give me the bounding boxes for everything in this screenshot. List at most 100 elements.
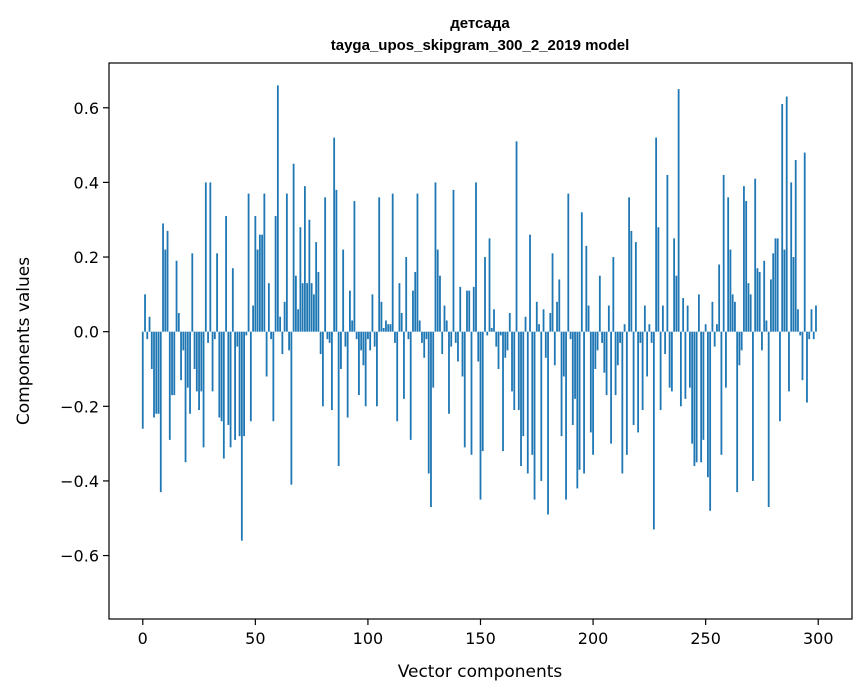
bar-238 (677, 89, 680, 332)
bar-285 (783, 249, 786, 332)
bar-187 (562, 331, 565, 377)
bar-series (141, 85, 817, 541)
bar-222 (641, 331, 644, 411)
bar-85 (333, 137, 336, 332)
x-tick-label-50: 50 (245, 629, 265, 648)
y-tick-label-0: −0.6 (60, 547, 99, 566)
bar-183 (553, 331, 556, 366)
bar-296 (808, 331, 811, 340)
y-axis-ticks: −0.6 −0.4 −0.2 0.0 0.2 0.4 0.6 (60, 99, 109, 566)
bar-283 (779, 331, 781, 422)
bar-231 (661, 305, 664, 332)
bar-9 (162, 223, 164, 332)
bar-63 (283, 301, 286, 332)
bar-106 (380, 301, 383, 332)
bar-210 (614, 331, 617, 396)
bar-104 (376, 331, 378, 407)
bar-43 (238, 331, 241, 437)
bar-144 (466, 290, 468, 332)
bar-175 (535, 301, 538, 332)
bar-86 (335, 189, 338, 332)
bar-96 (358, 331, 360, 396)
bar-29 (207, 331, 209, 343)
bar-203 (598, 275, 601, 332)
bar-277 (765, 320, 768, 332)
bar-88 (340, 331, 342, 369)
bar-113 (396, 331, 399, 422)
bar-64 (285, 193, 288, 332)
bar-39 (229, 331, 232, 448)
bar-45 (243, 331, 245, 437)
bar-10 (164, 249, 167, 332)
bar-138 (452, 189, 455, 332)
bar-149 (477, 331, 480, 362)
x-tick-label-300: 300 (803, 629, 834, 648)
bar-229 (657, 227, 660, 332)
chart-title: детсада (450, 15, 510, 32)
chart-subtitle: tayga_upos_skipgram_300_2_2019 model (331, 37, 630, 54)
bar-101 (369, 331, 372, 351)
bar-252 (709, 331, 712, 511)
bar-262 (731, 294, 734, 332)
bar-278 (767, 331, 770, 508)
bar-71 (301, 283, 304, 332)
bar-112 (394, 331, 396, 343)
bar-93 (351, 320, 354, 332)
bar-65 (288, 331, 291, 351)
bar-75 (310, 283, 313, 332)
bar-196 (583, 331, 585, 474)
bar-81 (324, 197, 327, 332)
x-tick-label-100: 100 (353, 629, 384, 648)
bar-3 (148, 316, 151, 332)
bar-147 (472, 286, 475, 332)
bar-54 (263, 193, 266, 332)
y-tick-label-4: 0.2 (74, 248, 99, 267)
bar-246 (695, 331, 698, 463)
bar-121 (414, 271, 417, 332)
bar-284 (781, 104, 784, 332)
bar-247 (698, 294, 700, 332)
bar-60 (276, 85, 279, 332)
bar-279 (770, 279, 772, 332)
bar-76 (312, 294, 315, 332)
bar-4 (150, 331, 153, 369)
bar-108 (385, 320, 387, 332)
bar-197 (585, 245, 588, 332)
bar-99 (364, 331, 367, 407)
bar-116 (403, 331, 405, 399)
bar-137 (450, 331, 453, 347)
bar-289 (792, 257, 795, 332)
bar-165 (513, 331, 516, 411)
bar-176 (538, 324, 540, 332)
bar-237 (675, 275, 678, 332)
bar-173 (531, 331, 534, 455)
bar-198 (587, 305, 590, 332)
bar-269 (747, 283, 750, 332)
bar-35 (220, 331, 223, 422)
bar-167 (517, 331, 520, 411)
bar-244 (691, 331, 694, 444)
bar-5 (153, 331, 155, 418)
bar-107 (382, 327, 385, 332)
bar-267 (743, 186, 745, 332)
bar-49 (252, 305, 254, 332)
bar-55 (265, 331, 268, 377)
bar-214 (623, 324, 626, 332)
bar-87 (337, 331, 340, 467)
bar-94 (353, 201, 356, 332)
bar-265 (738, 331, 741, 366)
bar-11 (166, 230, 169, 332)
bar-223 (643, 305, 646, 332)
bar-52 (258, 234, 261, 332)
bar-145 (468, 290, 471, 332)
bar-234 (668, 331, 671, 388)
bar-201 (594, 331, 597, 369)
bar-220 (637, 331, 640, 433)
bar-205 (603, 331, 606, 373)
bar-66 (290, 331, 293, 485)
bar-206 (605, 331, 608, 396)
bar-171 (526, 331, 529, 474)
bar-272 (754, 178, 757, 332)
bar-28 (204, 182, 207, 332)
bar-103 (373, 331, 376, 347)
